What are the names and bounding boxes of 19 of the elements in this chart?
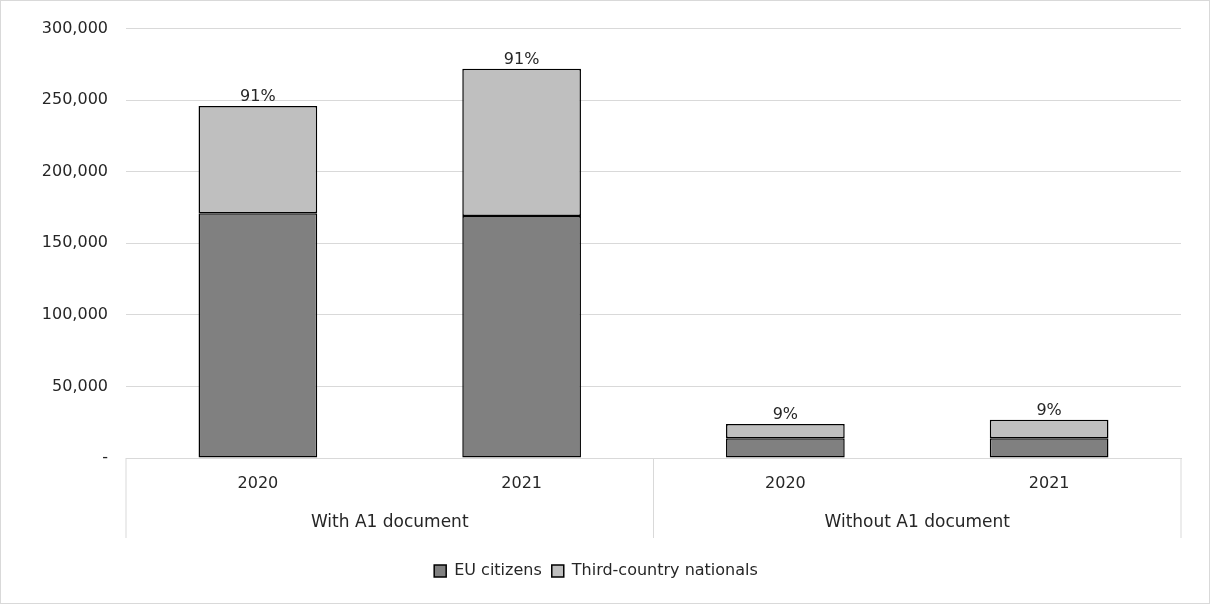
text: Without A1 document	[824, 511, 1011, 532]
legend-label: Third-country nationals	[570, 560, 758, 580]
x-tick-label: 2020	[765, 472, 806, 492]
y-tick-label: 100,000	[41, 304, 108, 324]
y-tick-label: 50,000	[52, 375, 108, 395]
legend-label: EU citizens	[454, 560, 542, 580]
text: With A1 document	[310, 511, 469, 532]
x-tick-label: 2021	[1028, 472, 1070, 492]
y-tick-label: 300,000	[41, 17, 108, 37]
y-tick-label: 250,000	[41, 89, 108, 109]
x-tick-label: 2020	[237, 472, 279, 492]
y-tick-label: 200,000	[41, 160, 108, 180]
annotation: 9%	[772, 404, 799, 424]
x-tick-label: 2021	[501, 472, 542, 492]
annotation: 91%	[240, 86, 276, 106]
y-tick-label: 150,000	[41, 232, 108, 252]
y-tick-label: -	[102, 447, 108, 467]
annotation: 91%	[503, 48, 540, 68]
annotation: 9%	[1036, 399, 1062, 419]
